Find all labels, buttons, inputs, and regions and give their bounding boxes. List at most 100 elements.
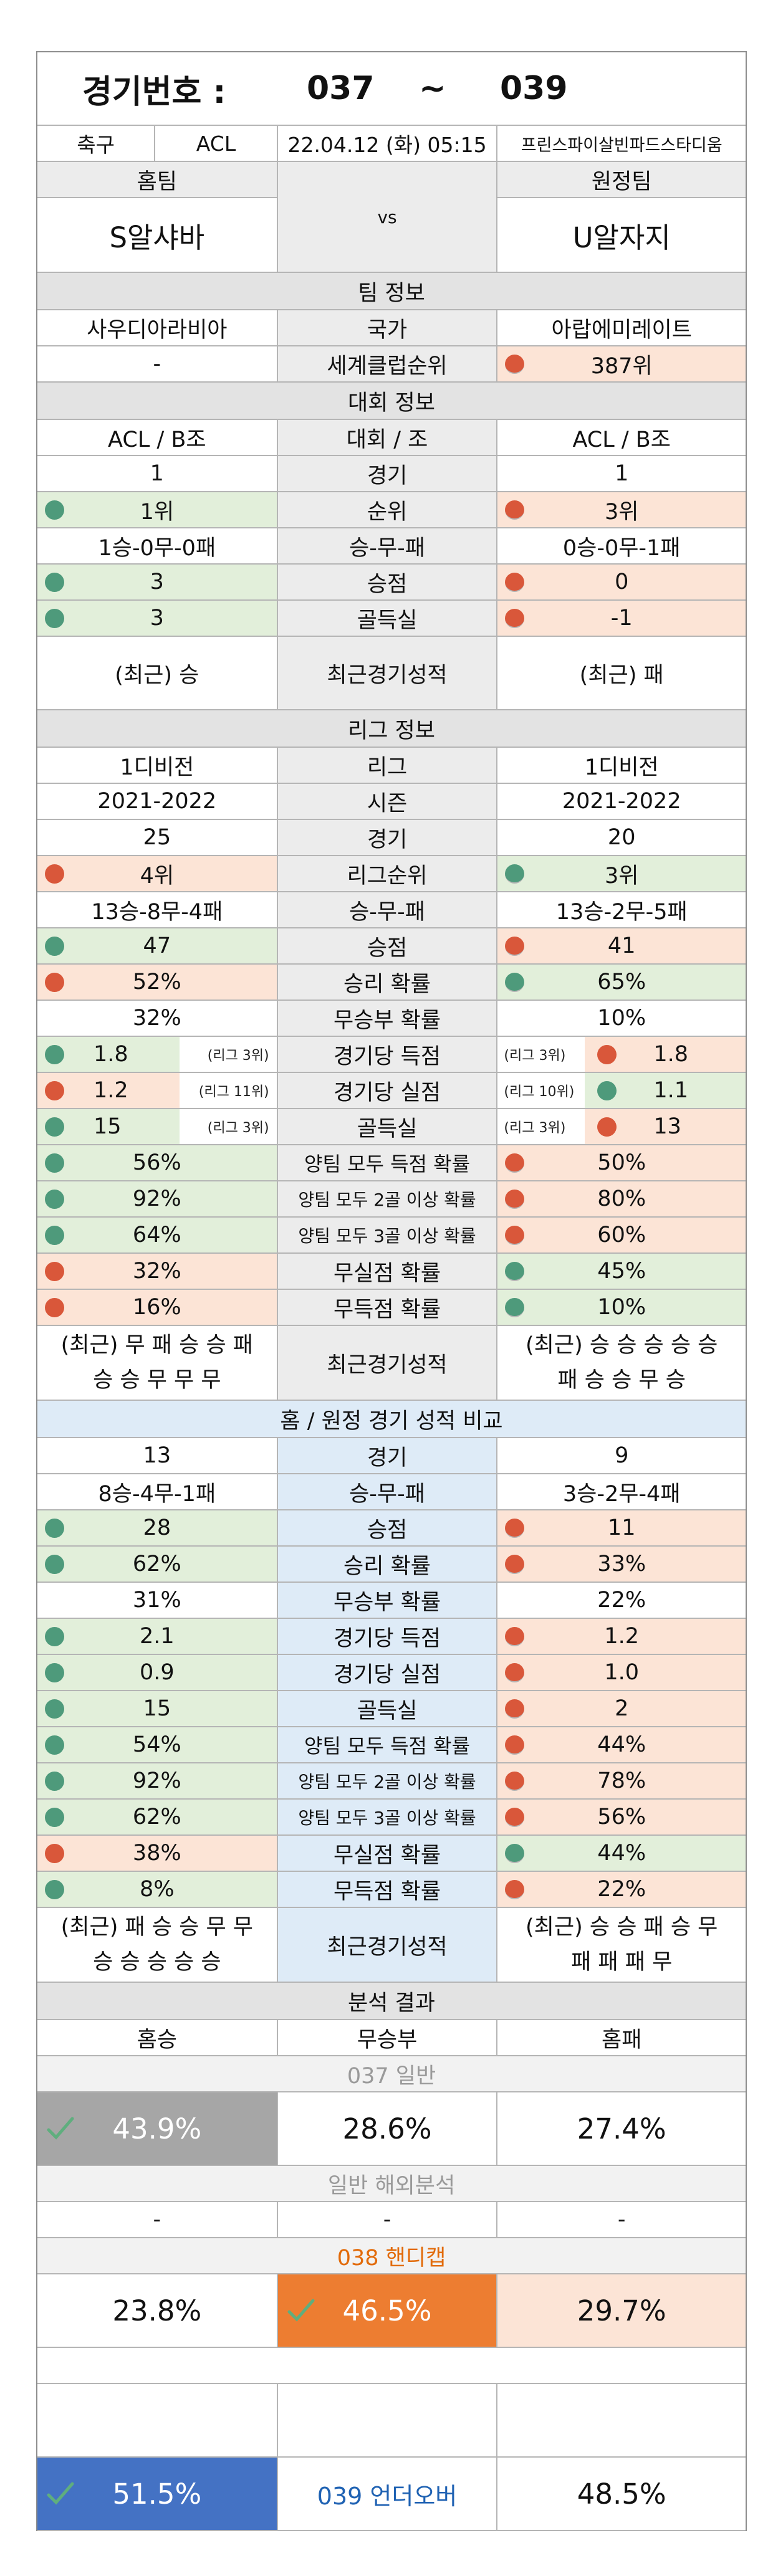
away-league-rank: (리그 3위) [504,1120,566,1136]
handicap-home-win: 23.8% [37,2274,278,2347]
league-row: 56% 양팀 모두 득점 확률 50% [37,1145,746,1181]
away-value: 13 [653,1114,681,1139]
away-value: 1디비전 [584,755,659,780]
row-label: 무득점 확률 [277,1290,498,1325]
away-value: 60% [597,1223,646,1247]
away-value: 13승-2무-5패 [555,899,688,925]
away-recent-line2: 패 승 승 무 승 [557,1368,686,1393]
tournament-recent-row: (최근) 승 최근경기성적 (최근) 패 [37,637,746,710]
home-value-cell: 38% [37,1836,278,1871]
league-row: 32% 무실점 확률 45% [37,1254,746,1290]
row-label: 시즌 [277,784,498,819]
check-icon [287,2299,315,2322]
home-away-title: 홈 / 원정 경기 성적 비교 [37,1401,746,1437]
green-dot-icon [45,1808,64,1827]
league-row: 32% 무승부 확률 10% [37,1001,746,1037]
home-value: 15 [143,1696,171,1721]
row-label: 경기 [277,820,498,855]
home-value: 1 [37,456,278,491]
home-value-cell: 8% [37,1872,278,1907]
away-value-cell: 10% [497,1290,746,1325]
home-value-cell: 32% [37,1254,278,1289]
analysis-header-row: 홈승 무승부 홈패 [37,2020,746,2056]
row-label: 양팀 모두 득점 확률 [277,1145,498,1180]
general-draw: 28.6% [278,2092,498,2165]
home-value: 62% [132,1552,181,1577]
home-away-row: 31% 무승부 확률 22% [37,1583,746,1619]
home-value: 1.8 [94,1042,128,1067]
league-row: 64% 양팀 모두 3골 이상 확률 60% [37,1218,746,1254]
green-dot-icon [505,864,525,884]
home-value-cell: 3 [37,601,278,636]
home-recent-line2: 승 승 무 무 무 [93,1368,221,1393]
general-row: 43.9% 28.6% 27.4% [37,2092,746,2166]
away-value: 41 [607,933,636,958]
home-value-cell: 64% [37,1218,278,1252]
away-value: 0 [615,570,629,594]
check-icon [47,2117,74,2140]
sport: 축구 [37,126,156,161]
row-label: 승점 [277,928,498,963]
league-row: 13승-8무-4패 승-무-패 13승-2무-5패 [37,892,746,928]
away-value: 80% [597,1186,646,1211]
green-dot-icon [45,1627,64,1646]
away-recent-line1: (최근) 승 승 패 승 무 [526,1915,718,1940]
match-number-header: 경기번호 : 037 ~ 039 [37,52,746,126]
row-label: 골득실 [277,1109,498,1144]
away-value: 3위 [604,499,639,525]
home-value-cell: 1위 [37,492,278,527]
tournament-row: 1 경기 1 [37,456,746,492]
vs-label: vs [277,162,498,272]
over-value: 48.5% [577,2477,666,2511]
row-label: 경기당 실점 [277,1655,498,1690]
away-value: 2021-2022 [562,789,681,814]
red-dot-icon [45,1844,64,1863]
row-label: 리그순위 [277,856,498,891]
spacer-row [37,2384,746,2458]
away-value-cell: 78% [497,1763,746,1798]
home-value-cell: 16% [37,1290,278,1325]
away-value: -1 [610,606,633,631]
row-label: 경기당 득점 [277,1037,498,1072]
home-value: 16% [132,1295,181,1320]
spacer-row [37,2348,746,2384]
home-away-row: 2.1 경기당 득점 1.2 [37,1619,746,1655]
check-icon [47,2482,74,2505]
home-away-row: 0.9 경기당 실점 1.0 [37,1655,746,1691]
home-away-row: 54% 양팀 모두 득점 확률 44% [37,1727,746,1763]
away-league-rank: (리그 3위) [504,1048,566,1064]
home-value-cell: 1.8 (리그 3위) [37,1037,278,1072]
analysis-title: 분석 결과 [37,1983,746,2019]
team-info-row: 사우디아라비아 국가 아랍에미레이트 [37,310,746,346]
away-value: 50% [597,1150,646,1175]
row-label: 무실점 확률 [277,1836,498,1871]
green-dot-icon [45,1699,64,1719]
row-label: 양팀 모두 3골 이상 확률 [277,1800,498,1834]
away-value-cell: 50% [497,1145,746,1180]
row-label: 최근경기성적 [277,1326,498,1400]
home-value: 3 [150,570,164,594]
match-number-to: 039 [500,70,568,107]
green-dot-icon [45,937,64,956]
green-dot-icon [45,500,64,520]
away-value: 65% [597,970,646,995]
home-value: 8% [140,1877,175,1902]
red-dot-icon [505,1735,525,1755]
row-label: 양팀 모두 득점 확률 [277,1727,498,1762]
row-label: 승점 [277,565,498,599]
away-value: 387위 [590,353,653,379]
away-team-label: 원정팀 [497,162,746,198]
away-value-cell: (리그 3위) 1.8 [497,1037,746,1072]
home-team-label: 홈팀 [37,162,277,198]
row-label: 최근경기성적 [277,1908,498,1982]
home-away-row: 62% 승리 확률 33% [37,1547,746,1583]
home-value-cell: 92% [37,1181,278,1216]
home-value: 4위 [140,863,175,889]
home-recent-line2: 승 승 승 승 승 [93,1950,221,1975]
away-value: 1.0 [604,1660,640,1685]
away-value-cell: 80% [497,1181,746,1216]
green-dot-icon [45,1519,64,1538]
red-dot-icon [505,573,525,592]
